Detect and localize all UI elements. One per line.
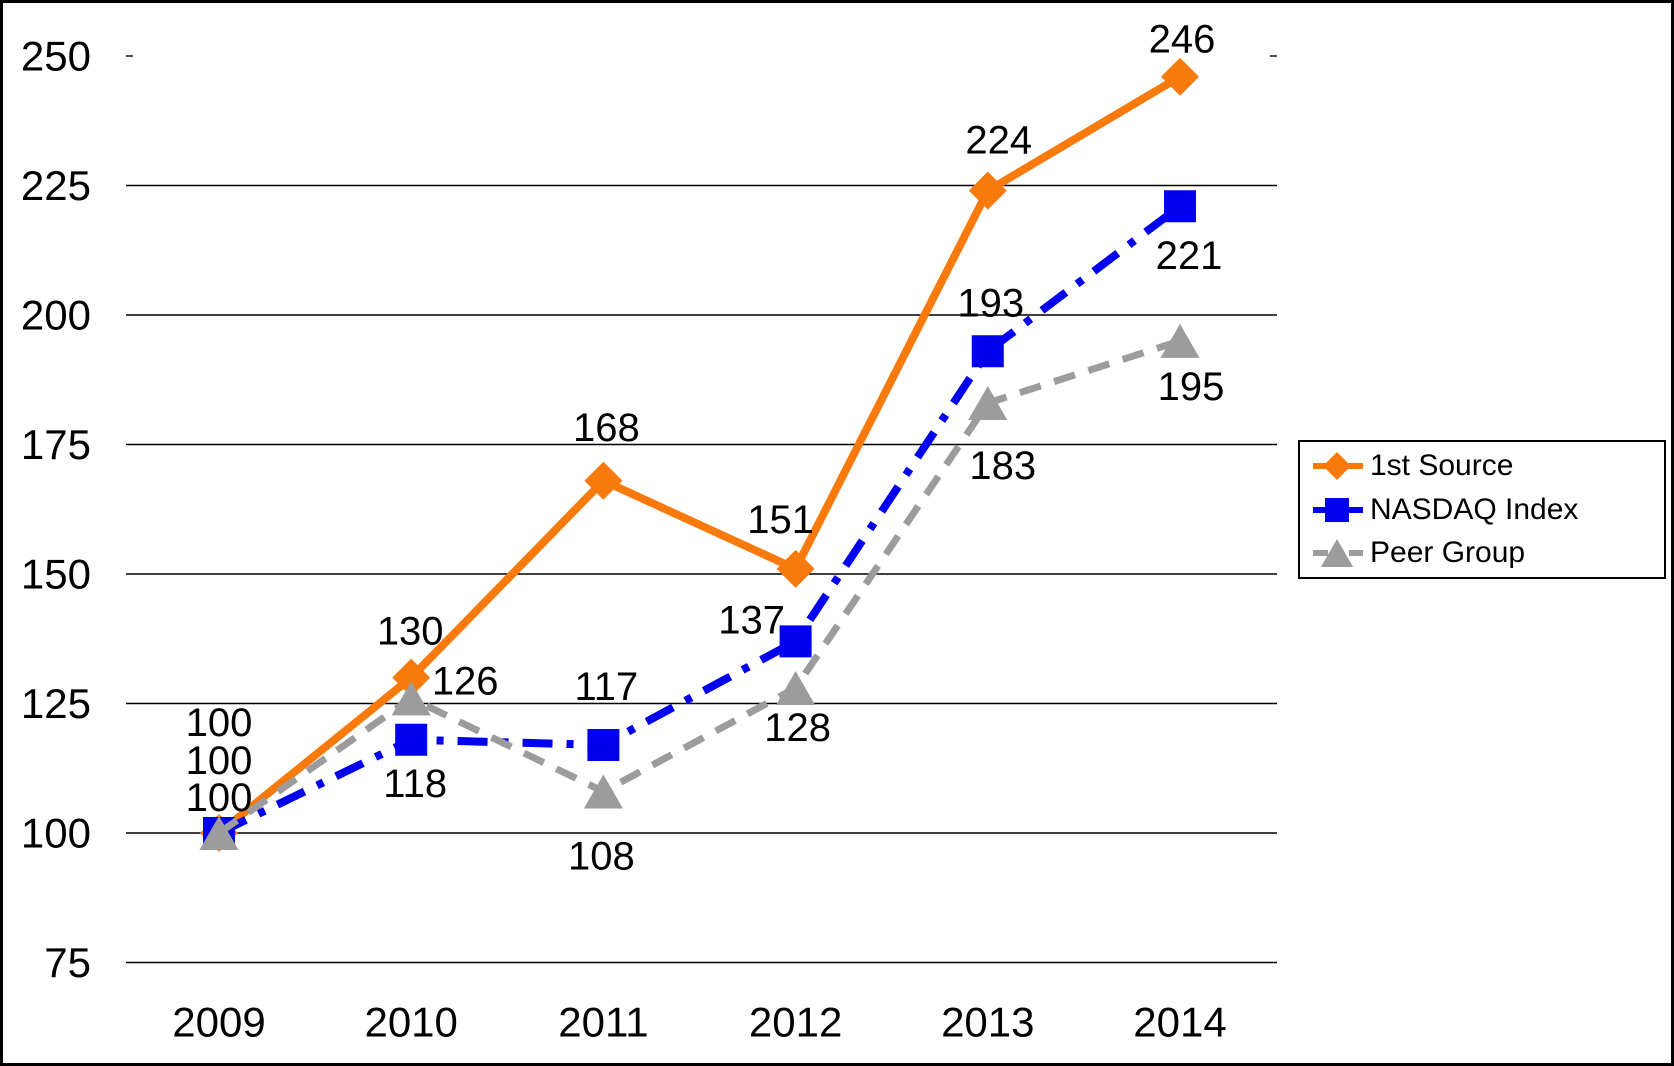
triangle-data-point-peer-group: [583, 774, 623, 809]
diamond-data-point-1st-source: [776, 549, 815, 588]
y-tick-label: 150: [21, 551, 91, 598]
data-label-nasdaq-index: 193: [957, 281, 1024, 325]
triangle-data-point-peer-group: [776, 670, 816, 705]
triangle-marker-icon: [1313, 539, 1363, 568]
x-tick-label: 2011: [558, 999, 648, 1046]
diamond-data-point-1st-source: [584, 461, 623, 500]
square-data-point-nasdaq-index: [1164, 190, 1196, 223]
legend-square-marker: [1325, 497, 1349, 522]
diamond-marker-icon: [1313, 451, 1363, 480]
y-tick-label: 75: [44, 939, 91, 986]
y-tick-label: 225: [21, 162, 91, 209]
y-tick-label: 175: [21, 421, 91, 468]
data-label-nasdaq-index: 221: [1156, 234, 1223, 278]
data-label-nasdaq-index: 117: [575, 665, 639, 709]
data-label-1st-source: 168: [573, 406, 640, 450]
legend-item-nasdaq-index: NASDAQ Index: [1310, 488, 1660, 532]
data-label-1st-source: 151: [747, 498, 814, 542]
legend: 1st Source NASDAQ Index Peer Group: [1298, 440, 1666, 579]
diamond-data-point-1st-source: [1161, 57, 1199, 96]
diamond-data-point-1st-source: [968, 171, 1007, 210]
series-line-1st-source: [216, 73, 1183, 837]
x-tick-label: 2010: [364, 999, 457, 1046]
data-label-nasdaq-index: 118: [383, 762, 447, 806]
square-data-point-nasdaq-index: [779, 625, 812, 658]
data-label-nasdaq-index: 137: [718, 598, 785, 642]
square-data-point-nasdaq-index: [587, 728, 620, 761]
data-label-peer-group: 108: [568, 835, 635, 879]
y-tick-label: 125: [21, 680, 91, 727]
data-label-1st-source: 224: [965, 119, 1032, 163]
square-data-point-nasdaq-index: [395, 723, 428, 756]
triangle-data-point-peer-group: [1160, 323, 1200, 358]
series-line-nasdaq-index: [217, 203, 1183, 837]
data-label-peer-group: 195: [1158, 365, 1225, 409]
legend-triangle-marker: [1320, 539, 1354, 568]
data-label-peer-group: 183: [969, 444, 1036, 488]
square-data-point-nasdaq-index: [971, 335, 1004, 368]
x-tick-label: 2014: [1133, 999, 1226, 1046]
data-label-nasdaq-index: 100: [186, 739, 253, 783]
x-tick-label: 2012: [749, 999, 842, 1046]
y-tick-label: 100: [21, 810, 91, 857]
triangle-data-point-peer-group: [968, 386, 1008, 421]
data-label-peer-group: 128: [764, 706, 831, 750]
legend-label-peer-group: Peer Group: [1370, 536, 1526, 570]
data-label-1st-source: 246: [1149, 18, 1216, 62]
square-marker-icon: [1313, 497, 1363, 522]
x-tick-label: 2013: [941, 999, 1034, 1046]
data-label-peer-group: 126: [432, 659, 499, 703]
line-chart-plot: 75 100 125 150 175 200 225 250 2009 2010 2011 2012 2…: [21, 18, 1277, 1046]
data-label-peer-group: 100: [186, 776, 253, 820]
x-tick-label: 2009: [172, 999, 265, 1046]
legend-diamond-marker: [1323, 451, 1351, 480]
legend-label-nasdaq-index: NASDAQ Index: [1370, 492, 1579, 526]
series-line-peer-group: [216, 337, 1182, 836]
triangle-data-point-peer-group: [391, 681, 431, 716]
legend-item-1st-source: 1st Source: [1310, 444, 1660, 488]
y-tick-label: 250: [21, 33, 91, 80]
legend-label-1st-source: 1st Source: [1370, 448, 1514, 482]
data-label-1st-source: 130: [377, 610, 444, 654]
diamond-data-point-1st-source: [392, 658, 431, 697]
y-tick-label: 200: [21, 292, 91, 339]
triangle-data-point-peer-group: [199, 816, 239, 850]
data-label-1st-source: 100: [186, 701, 253, 745]
legend-item-peer-group: Peer Group: [1310, 531, 1660, 575]
